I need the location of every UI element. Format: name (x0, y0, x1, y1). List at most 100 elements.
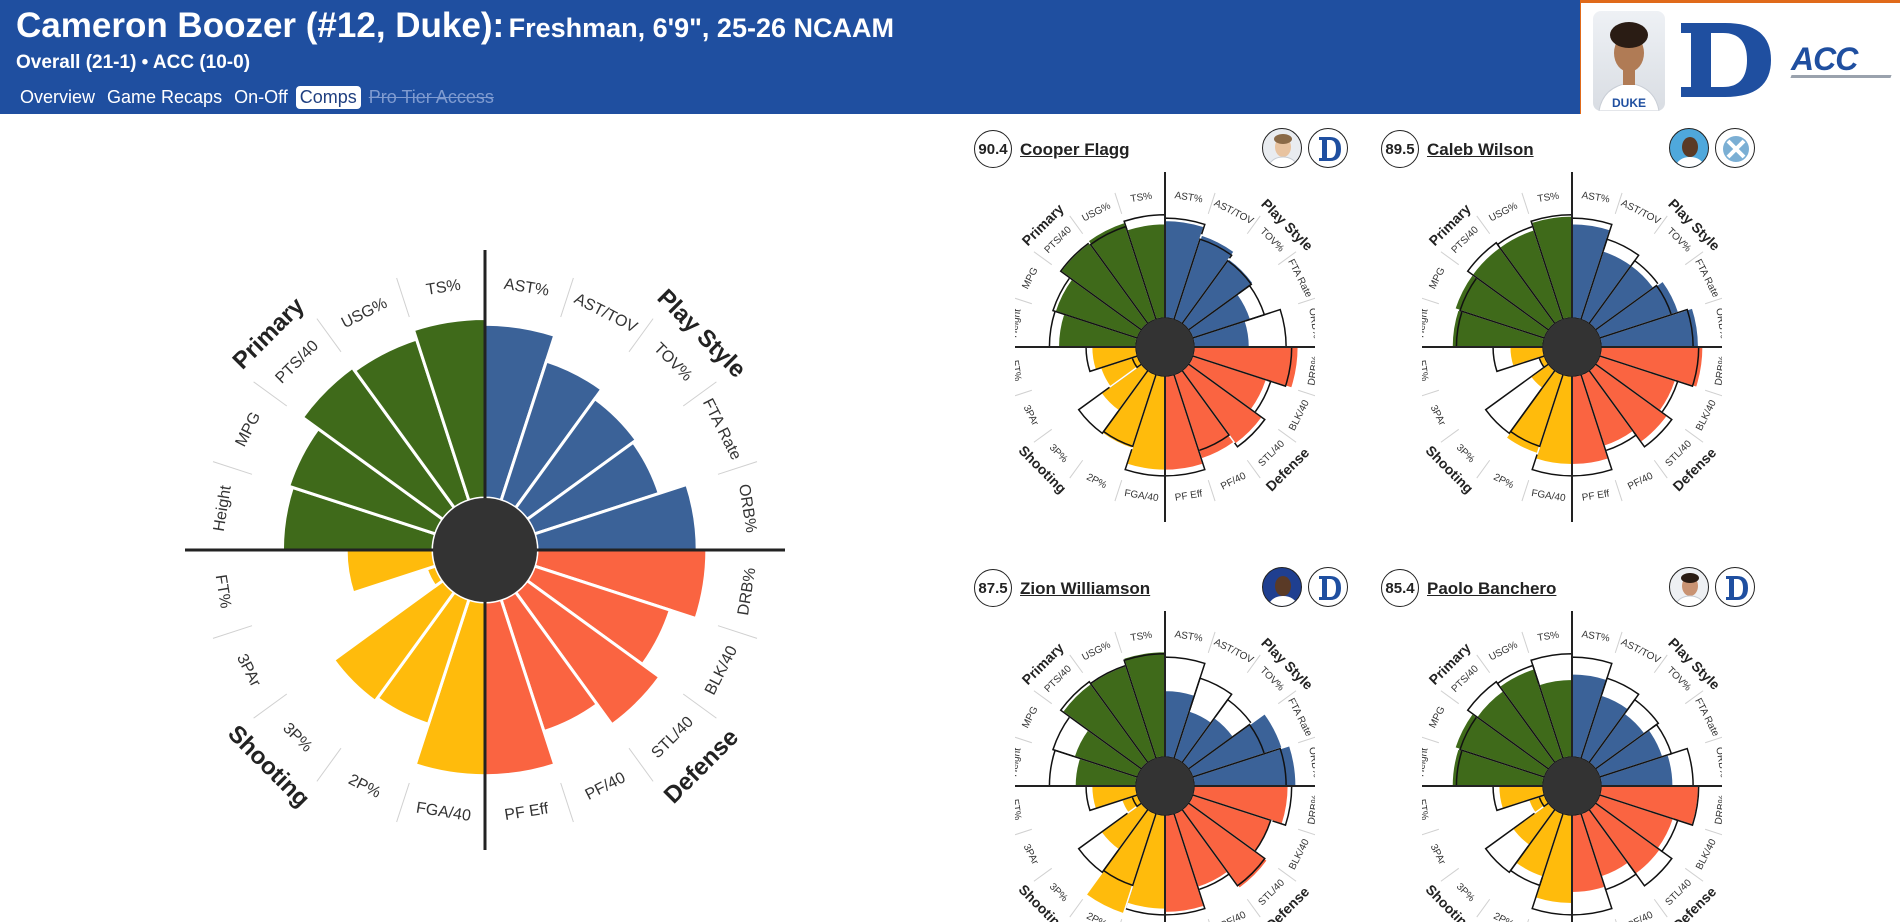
label-divider (1422, 389, 1440, 397)
category-label: PF Eff (1581, 489, 1610, 504)
label-divider (1684, 690, 1704, 705)
label-divider (1246, 898, 1261, 918)
label-divider (1422, 736, 1440, 744)
label-divider (1440, 428, 1460, 443)
category-label: MPG (1020, 705, 1040, 730)
comp-headshot-avatar (1262, 128, 1302, 168)
comp-score: 90.4 (974, 130, 1012, 168)
label-divider (212, 625, 253, 639)
label-divider (1297, 736, 1315, 744)
category-label: DRB% (735, 566, 759, 616)
comp-player-link[interactable]: Caleb Wilson (1427, 140, 1534, 159)
label-divider (1114, 479, 1123, 502)
label-divider (1246, 654, 1261, 674)
svg-text:DUKE: DUKE (1612, 96, 1646, 110)
comp-player-link[interactable]: Cooper Flagg (1020, 140, 1130, 159)
comp-card-header-1: 90.4 Cooper Flagg (974, 128, 1354, 170)
category-label: AST% (1174, 190, 1204, 205)
category-label: 3PAr (1428, 842, 1448, 867)
category-label: MPG (1427, 705, 1447, 730)
comp-headshot-avatar (1669, 128, 1709, 168)
category-label: AST% (503, 276, 550, 300)
tab-overview[interactable]: Overview (20, 87, 96, 107)
acc-logo-text: ACC (1791, 41, 1858, 77)
category-label: Height (1015, 308, 1024, 338)
category-label: PF Eff (503, 800, 550, 824)
logo-panel: DUKE ACC (1580, 0, 1900, 114)
category-label: 2P% (1085, 472, 1109, 491)
category-label: Height (1422, 308, 1431, 338)
label-divider (1704, 736, 1722, 744)
category-label: 3PAr (233, 651, 264, 690)
group-label-play-style: Play Style (1258, 196, 1315, 254)
category-label: TS% (425, 277, 462, 299)
group-label-play-style: Play Style (1665, 196, 1722, 254)
label-divider (1207, 479, 1216, 502)
tab-game-recaps[interactable]: Game Recaps (107, 87, 223, 107)
label-divider (1476, 459, 1491, 479)
label-divider (1704, 828, 1722, 836)
category-label: FT% (1422, 798, 1430, 821)
category-label: DRB% (1713, 355, 1722, 386)
label-divider (212, 461, 253, 475)
label-divider (1704, 389, 1722, 397)
label-divider (1440, 690, 1460, 705)
label-divider (396, 782, 410, 823)
label-divider (1476, 654, 1491, 674)
acc-logo-underline (1790, 75, 1892, 78)
label-divider (1521, 479, 1530, 502)
category-label: Height (211, 484, 235, 533)
category-label: FGA/40 (415, 800, 472, 825)
label-divider (628, 318, 654, 353)
category-label: TS% (1537, 191, 1560, 205)
category-label: Height (1422, 747, 1431, 777)
category-label: 2P% (346, 771, 384, 801)
comp-card-header-2: 89.5 Caleb Wilson (1381, 128, 1761, 170)
tab-on-off[interactable]: On-Off (234, 87, 288, 107)
label-divider (1476, 898, 1491, 918)
category-label: 2P% (1492, 911, 1516, 922)
category-label: PF/40 (583, 769, 629, 804)
center-hub (1543, 318, 1601, 376)
category-label: TS% (1130, 630, 1153, 644)
category-label: ORB% (1306, 307, 1315, 339)
label-divider (560, 277, 574, 318)
label-divider (1653, 459, 1668, 479)
tab-pro-tier-access[interactable]: Pro Tier Access (368, 87, 494, 107)
duke-logo-icon (1308, 567, 1348, 607)
label-divider (1069, 459, 1084, 479)
label-divider (682, 693, 717, 719)
category-label: FGA/40 (1530, 488, 1566, 504)
duke-logo-icon (1681, 23, 1771, 97)
label-divider (1277, 251, 1297, 266)
category-label: FT% (1422, 359, 1430, 382)
label-divider (396, 277, 410, 318)
comp-player-link[interactable]: Zion Williamson (1020, 579, 1151, 598)
label-divider (1422, 828, 1440, 836)
label-divider (1684, 251, 1704, 266)
category-label: 3PAr (1021, 842, 1041, 867)
category-label: FT% (1015, 798, 1023, 821)
label-divider (1069, 215, 1084, 235)
category-label: 3PAr (1428, 403, 1448, 428)
label-divider (1653, 898, 1668, 918)
comp-player-link[interactable]: Paolo Banchero (1427, 579, 1557, 598)
label-divider (560, 782, 574, 823)
category-label: DRB% (1713, 794, 1722, 825)
category-label: MPG (1427, 266, 1447, 291)
duke-logo-icon (1715, 567, 1755, 607)
category-label: ORB% (1306, 746, 1315, 778)
label-divider (1422, 297, 1440, 305)
duke-logo-icon (1308, 128, 1348, 168)
label-divider (1207, 631, 1216, 654)
comp-card-header-4: 85.4 Paolo Banchero (1381, 567, 1761, 609)
category-label: AST% (1581, 190, 1611, 205)
label-divider (1614, 631, 1623, 654)
category-label: DRB% (1306, 355, 1315, 386)
label-divider (1521, 631, 1530, 654)
label-divider (1015, 736, 1033, 744)
tab-comps[interactable]: Comps (295, 86, 361, 109)
label-divider (682, 381, 717, 407)
